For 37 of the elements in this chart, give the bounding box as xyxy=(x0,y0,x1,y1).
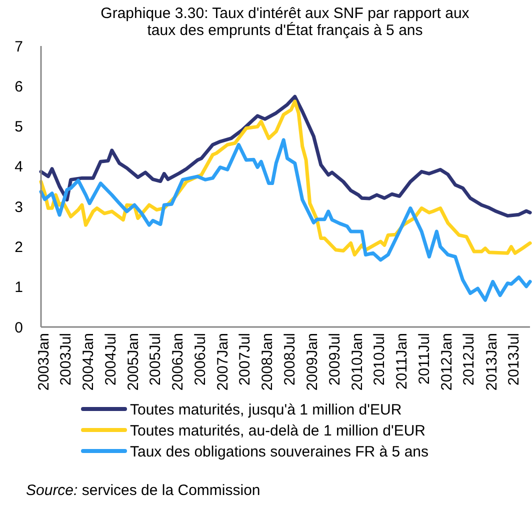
line-series xyxy=(39,138,532,302)
x-tick-label: 2007Jan xyxy=(214,333,232,391)
legend-label: Taux des obligations souveraines FR à 5 ans xyxy=(130,443,429,460)
x-tick-label: 2003Jul xyxy=(57,333,74,386)
line-series xyxy=(39,94,532,218)
x-tick-label: 2003Jan xyxy=(35,333,52,391)
x-tick-label: 2013Jul xyxy=(505,333,522,386)
x-tick-label: 2013Jan xyxy=(483,333,500,391)
x-tick-label: 2010Jan xyxy=(348,333,366,391)
x-tick-label: 2006Jan xyxy=(170,333,187,391)
x-tick-label: 2004Jul xyxy=(102,333,120,386)
x-tick-label: 2011Jan xyxy=(394,333,411,390)
y-tick-label: 6 xyxy=(14,78,23,96)
x-tick-label: 2004Jan xyxy=(80,333,98,391)
source-note: Source: services de la Commission xyxy=(26,482,260,499)
y-tick-label: 4 xyxy=(14,158,23,176)
legend-label: Toutes maturités, jusqu'à 1 million d'EUR xyxy=(130,401,402,418)
x-tick-label: 2006Jul xyxy=(192,333,209,386)
x-tick-label: 2005Jul xyxy=(147,333,164,386)
y-tick-label: 3 xyxy=(14,198,23,216)
x-tick-label: 2012Jan xyxy=(438,333,456,391)
x-tick-label: 2011Jul xyxy=(416,333,433,384)
x-tick-label: 2007Jul xyxy=(236,333,254,386)
x-tick-label: 2008Jan xyxy=(259,333,276,391)
y-tick-label: 1 xyxy=(14,279,23,296)
chart-title: Graphique 3.30: Taux d'intérêt aux SNF par rapport aux taux des emprunts d'État français à 5 ans xyxy=(100,5,470,39)
x-tick-label: 2009Jan xyxy=(304,333,322,391)
x-tick-label: 2005Jan xyxy=(124,333,142,391)
y-tick-label: 2 xyxy=(14,238,23,256)
legend-label: Toutes maturités, au-delà de 1 million d'EUR xyxy=(130,422,426,440)
y-tick-label: 0 xyxy=(14,319,23,336)
x-tick-label: 2008Jul xyxy=(282,333,299,386)
x-tick-label: 2009Jul xyxy=(326,333,344,386)
y-tick-label: 7 xyxy=(14,38,23,56)
x-tick-label: 2010Jul xyxy=(371,333,388,386)
y-tick-label: 5 xyxy=(14,118,23,136)
x-tick-label: 2012Jul xyxy=(460,333,478,386)
